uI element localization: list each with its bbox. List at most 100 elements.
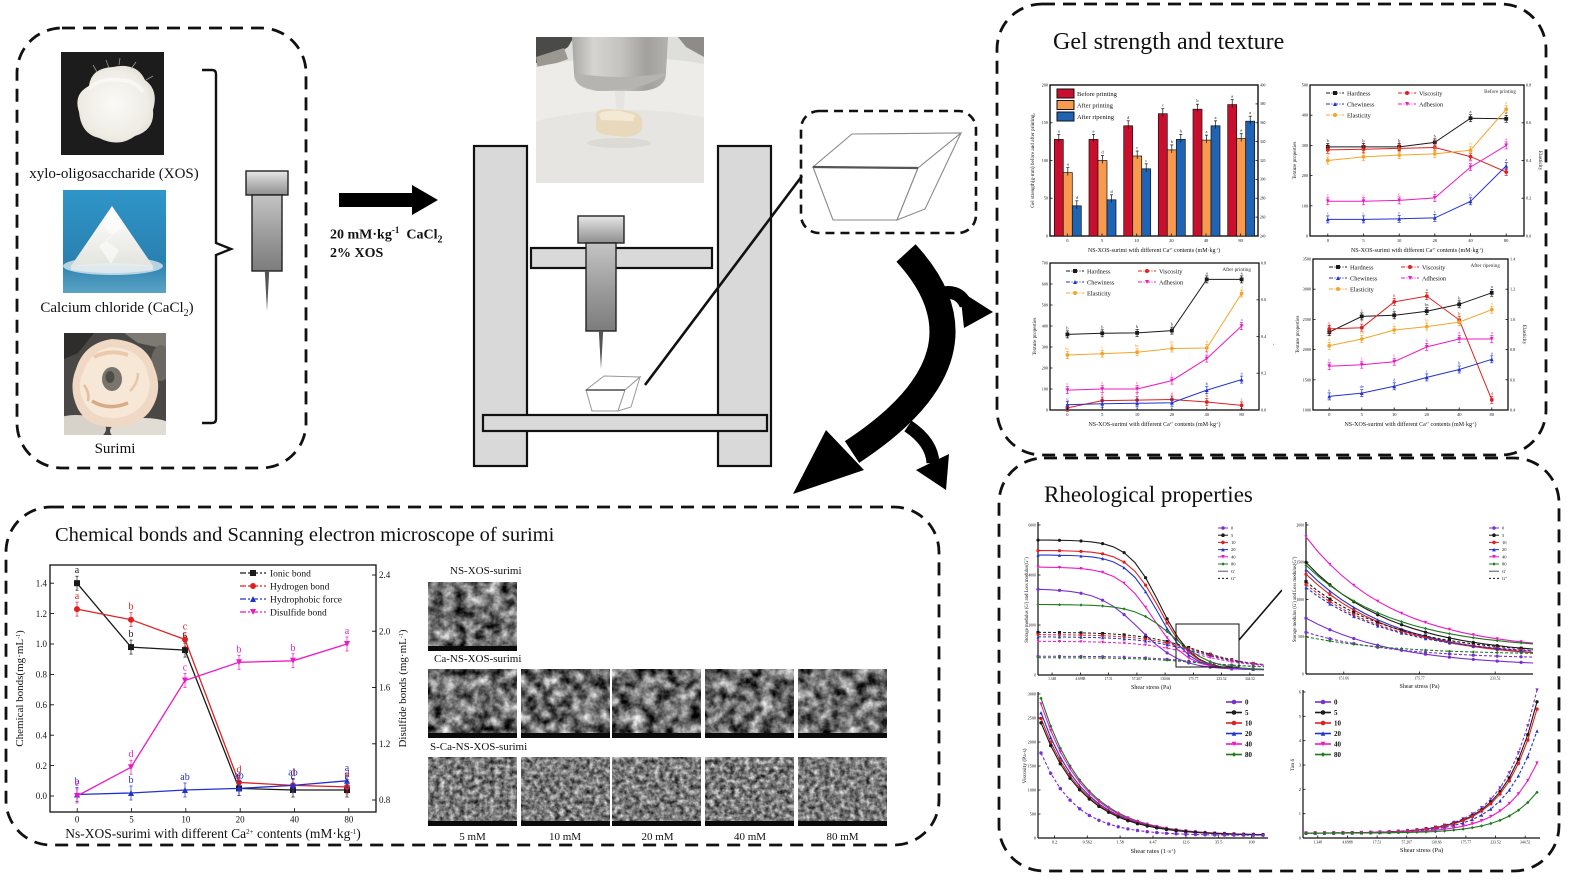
svg-text:1.2: 1.2 (379, 739, 390, 749)
svg-text:Storage modulus (G') and Loss: Storage modulus (G') and Loss modulus(G'… (1293, 556, 1298, 642)
svg-text:0.4: 0.4 (1526, 158, 1532, 163)
svg-text:a: a (1505, 157, 1507, 162)
svg-text:a: a (1241, 371, 1243, 376)
svg-text:c: c (1363, 192, 1365, 197)
svg-text:a: a (1505, 100, 1507, 105)
svg-text:a: a (1067, 162, 1069, 167)
svg-text:a: a (1241, 270, 1243, 275)
svg-text:Texture properties: Texture properties (1292, 142, 1298, 180)
svg-text:Hardness: Hardness (1350, 264, 1374, 271)
svg-text:a: a (1470, 109, 1472, 114)
svg-text:40: 40 (1502, 554, 1507, 559)
svg-text:Disulfide bond: Disulfide bond (270, 607, 327, 618)
svg-text:233.52: 233.52 (1217, 677, 1227, 681)
svg-text:80: 80 (1504, 238, 1509, 243)
svg-text:d: d (1127, 115, 1130, 120)
svg-text:2.0: 2.0 (379, 626, 391, 636)
svg-text:b: b (1327, 138, 1330, 143)
svg-text:10: 10 (1231, 540, 1236, 545)
svg-text:35.5: 35.5 (1215, 840, 1222, 845)
svg-text:ab: ab (234, 770, 243, 781)
svg-text:0.2: 0.2 (36, 761, 47, 771)
svg-text:bc: bc (1425, 318, 1429, 323)
svg-text:400: 400 (1042, 323, 1048, 328)
svg-text:c: c (1136, 380, 1138, 385)
svg-text:a: a (1505, 136, 1507, 141)
svg-text:e: e (75, 778, 80, 789)
svg-text:Shear rates (1·s-1): Shear rates (1·s-1) (1130, 848, 1175, 855)
svg-text:a: a (1491, 350, 1493, 355)
svg-text:Adhesion: Adhesion (1159, 279, 1184, 286)
svg-text:10: 10 (1502, 540, 1507, 545)
svg-text:S-Ca-NS-XOS-surimi: S-Ca-NS-XOS-surimi (430, 741, 527, 753)
svg-text:b: b (1206, 381, 1209, 386)
svg-text:40: 40 (1204, 238, 1209, 243)
svg-text:Disulfide bonds (mg·mL-1): Disulfide bonds (mg·mL-1) (397, 629, 409, 747)
svg-text:0.2: 0.2 (1261, 371, 1266, 376)
svg-text:5: 5 (1334, 709, 1338, 717)
svg-text:Elasticity: Elasticity (1087, 290, 1112, 297)
svg-text:1500: 1500 (1296, 561, 1304, 565)
svg-text:c: c (1361, 307, 1363, 312)
svg-text:After printing: After printing (1222, 266, 1251, 273)
svg-text:d: d (1393, 377, 1396, 382)
svg-text:0.8: 0.8 (1261, 260, 1266, 265)
svg-text:Elasticity: Elasticity (1347, 112, 1372, 119)
svg-text:10: 10 (181, 815, 191, 825)
svg-text:NS-XOS-surimi: NS-XOS-surimi (450, 565, 522, 577)
svg-text:260: 260 (1260, 215, 1266, 219)
svg-text:500: 500 (1298, 635, 1304, 639)
svg-text:b: b (1171, 322, 1174, 327)
svg-text:20 mM: 20 mM (641, 831, 673, 843)
svg-text:b: b (1327, 152, 1330, 157)
svg-text:20: 20 (1231, 547, 1236, 552)
svg-text:c: c (1361, 319, 1363, 324)
svg-text:5: 5 (1245, 709, 1249, 717)
svg-text:400: 400 (1302, 113, 1308, 118)
svg-text:b: b (1206, 339, 1209, 344)
svg-text:b: b (291, 643, 296, 654)
svg-text:2000: 2000 (1296, 523, 1304, 527)
svg-text:a: a (1363, 140, 1365, 145)
svg-text:20: 20 (236, 815, 246, 825)
svg-text:1.348: 1.348 (1048, 677, 1056, 681)
svg-text:b: b (1101, 324, 1104, 329)
svg-text:2000: 2000 (1303, 347, 1311, 352)
svg-text:6: 6 (1299, 690, 1302, 695)
svg-text:c: c (1361, 356, 1363, 361)
svg-text:b: b (1398, 138, 1401, 143)
svg-text:300: 300 (1302, 143, 1308, 148)
svg-text:c: c (1171, 394, 1173, 399)
svg-text:100: 100 (1248, 840, 1254, 845)
svg-text:After ripening: After ripening (1470, 262, 1500, 269)
svg-text:d: d (1491, 391, 1494, 396)
svg-text:320: 320 (1260, 159, 1266, 163)
svg-text:17.51: 17.51 (1105, 677, 1113, 681)
svg-text:Gel strength(g·mm) before and: Gel strength(g·mm) before and after prin… (1029, 113, 1036, 208)
svg-text:40: 40 (1457, 412, 1462, 417)
svg-text:12.6: 12.6 (1182, 840, 1189, 845)
svg-text:1.2: 1.2 (1510, 287, 1515, 292)
svg-text:10: 10 (1134, 238, 1139, 243)
svg-text:a: a (1241, 285, 1243, 290)
svg-text:Viscosity: Viscosity (1422, 264, 1446, 271)
svg-text:1.0: 1.0 (1510, 317, 1515, 322)
svg-text:80: 80 (1238, 238, 1243, 243)
svg-text:b: b (1206, 393, 1209, 398)
svg-text:b: b (1434, 145, 1437, 150)
svg-text:c: c (1426, 368, 1428, 373)
svg-text:b: b (1458, 361, 1461, 366)
svg-text:10: 10 (1334, 719, 1342, 727)
svg-text:80: 80 (1502, 562, 1507, 567)
svg-text:Adhesion: Adhesion (1419, 101, 1444, 108)
svg-text:b: b (1362, 148, 1365, 153)
svg-text:b: b (1458, 295, 1461, 300)
svg-text:700: 700 (1042, 260, 1048, 265)
svg-text:c: c (1327, 210, 1329, 215)
svg-text:0.6: 0.6 (36, 700, 48, 710)
svg-text:ab: ab (180, 772, 189, 783)
svg-text:151.66: 151.66 (1339, 676, 1350, 680)
svg-text:a: a (1058, 128, 1060, 133)
svg-text:Ns-XOS-surimi with different C: Ns-XOS-surimi with different Ca2+ conten… (65, 826, 360, 841)
svg-text:G': G' (1231, 569, 1235, 574)
